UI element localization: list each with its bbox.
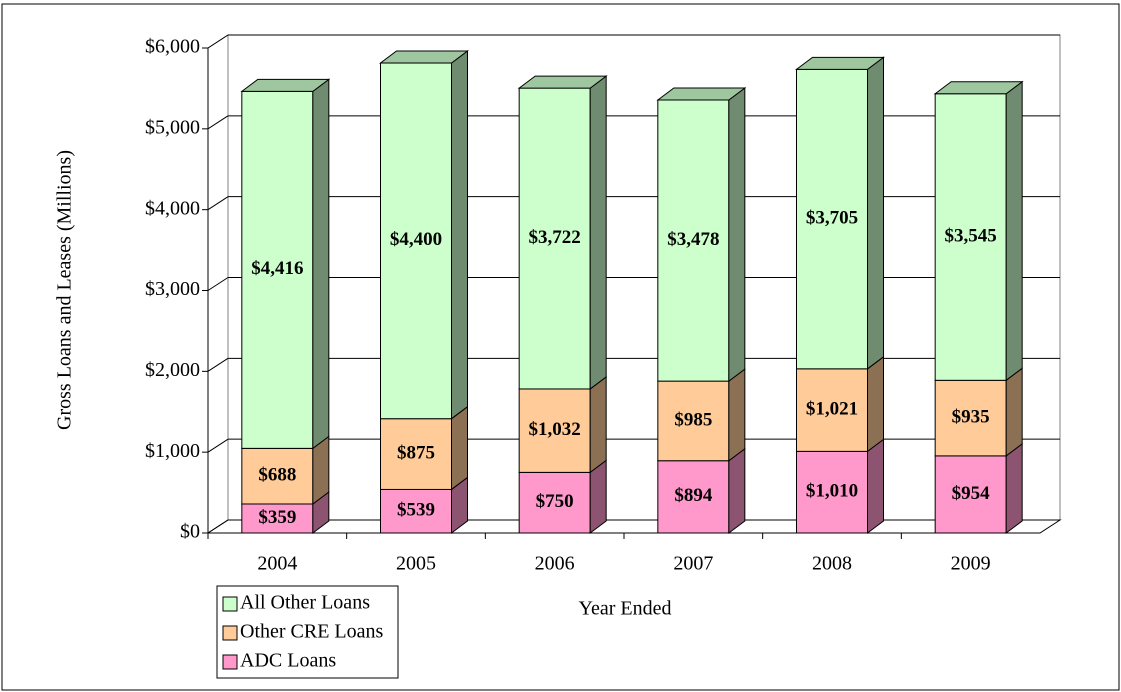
y-tick-label: $3,000 [145, 278, 200, 300]
bar-segment [241, 90, 314, 449]
grid-line-side [207, 115, 229, 130]
legend-label: Other CRE Loans [240, 621, 384, 643]
value-label: $875 [397, 442, 435, 463]
bar-segment [518, 87, 591, 390]
y-tick-label: $2,000 [145, 359, 200, 381]
grid-line-side [207, 438, 229, 453]
bar-segment [796, 450, 868, 534]
value-label: $4,400 [390, 229, 442, 250]
value-label: $1,032 [529, 419, 581, 440]
grid-line-side [207, 34, 229, 49]
bar-segment [380, 488, 452, 534]
x-tick-label: 2008 [812, 553, 852, 575]
bar-side [867, 355, 884, 453]
bar-side [728, 368, 746, 462]
y-tick-label: $5,000 [145, 116, 200, 138]
y-axis-label: Gross Loans and Leases (Millions) [54, 150, 76, 430]
bar-side [1005, 442, 1023, 534]
value-label: $954 [952, 483, 991, 504]
y-tick-label: $4,000 [145, 197, 200, 219]
y-tick-label: $6,000 [145, 36, 200, 58]
value-label: $3,705 [806, 207, 858, 228]
bar-segment [241, 503, 314, 534]
bar-top [379, 50, 469, 64]
bar-segment [657, 380, 730, 462]
bar-side [867, 56, 884, 370]
value-label: $3,545 [945, 225, 997, 246]
bar-segment [934, 455, 1007, 534]
floor [206, 519, 1062, 534]
x-tick-label: 2005 [396, 553, 436, 575]
bar-segment [934, 379, 1007, 457]
value-label: $539 [397, 500, 435, 521]
grid-line-side [207, 196, 229, 211]
value-label: $985 [674, 409, 712, 430]
bar-side [589, 459, 607, 534]
bar-side [312, 78, 330, 450]
legend-swatch [222, 654, 238, 670]
bar-top [656, 87, 747, 101]
y-tick-label: $1,000 [145, 440, 200, 462]
bar-segment [380, 418, 452, 490]
value-label: $688 [258, 465, 296, 486]
bar-side [1005, 80, 1023, 382]
legend-swatch [222, 596, 238, 612]
bar-segment [934, 93, 1007, 381]
value-label: $750 [536, 491, 574, 512]
value-label: $1,021 [806, 398, 858, 419]
value-label: $359 [258, 507, 296, 528]
bar-segment [380, 62, 452, 420]
legend-box [216, 585, 399, 679]
x-tick-label: 2007 [673, 553, 713, 575]
value-label: $3,722 [529, 227, 581, 248]
bar-segment [796, 68, 868, 370]
value-label: $3,478 [667, 229, 719, 250]
x-tick-label: 2006 [535, 553, 575, 575]
bar-side [1005, 367, 1023, 457]
bar-side [589, 75, 607, 390]
legend: ADC Loans Other CRE Loans All Other Loans [216, 585, 399, 679]
grid-line-side [207, 519, 229, 534]
bar-segment [657, 99, 730, 382]
y-tick-label: $0 [180, 521, 200, 543]
value-label: $4,416 [251, 258, 303, 279]
bar-side [728, 86, 746, 383]
x-axis-label: Year Ended [579, 598, 672, 620]
bar-side [589, 375, 607, 474]
bar-segment [241, 447, 314, 505]
value-label: $1,010 [806, 481, 858, 502]
bar-side [451, 50, 468, 420]
legend-swatch [222, 625, 238, 641]
bar-side [867, 438, 884, 534]
bar-top [517, 75, 608, 89]
frame [1, 3, 1120, 691]
bar-top [933, 81, 1024, 95]
legend-label: ADC Loans [240, 650, 336, 672]
bar-segment [796, 368, 868, 452]
x-tick-label: 2009 [951, 553, 991, 575]
bar-top [794, 56, 886, 70]
grid-line-side [207, 277, 229, 291]
bar-top [240, 78, 331, 92]
legend-label: All Other Loans [240, 592, 370, 614]
value-label: $935 [952, 406, 990, 427]
x-tick-label: 2004 [257, 553, 297, 575]
grid-line-side [207, 357, 229, 372]
value-label: $894 [674, 485, 713, 506]
bar-side [451, 405, 468, 491]
bar-side [728, 447, 746, 534]
